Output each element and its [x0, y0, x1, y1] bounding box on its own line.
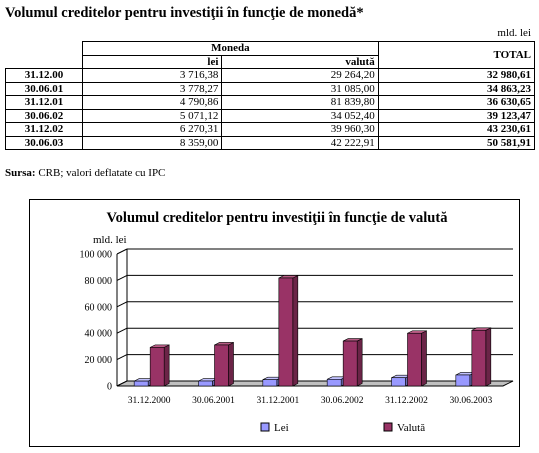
gridline-side	[116, 274, 128, 281]
y-tick-label: 80 000	[85, 276, 113, 287]
y-tick-label: 20 000	[85, 355, 113, 366]
chart-title: Volumul creditelor pentru investiţii în …	[107, 210, 449, 226]
legend-label: Lei	[274, 422, 289, 434]
row-date: 30.06.03	[5, 135, 83, 150]
x-tick-label: 31.12.2000	[128, 396, 171, 406]
bar-side	[163, 344, 170, 387]
bar-side	[485, 327, 492, 387]
bar-valuta	[149, 347, 165, 387]
y-tick-label: 100 000	[80, 250, 113, 261]
bar-side	[421, 330, 427, 387]
legend-swatch	[260, 422, 270, 432]
bar-side	[292, 274, 299, 387]
table-row: 31.12.02 6 270,31 39 960,30 43 230,61	[5, 122, 536, 137]
chart-frame	[29, 199, 520, 447]
bar-valuta	[471, 329, 487, 387]
source-note: Sursa: CRB; valori deflatate cu IPC	[5, 167, 165, 179]
source-text: CRB; valori deflatate cu IPC	[35, 167, 166, 179]
y-axis-label: mld. lei	[93, 234, 127, 246]
gridline-side	[116, 301, 128, 308]
table-row: 30.06.02 5 071,12 34 052,40 39 123,47	[5, 108, 536, 123]
bar-valuta	[407, 332, 422, 387]
bar-valuta	[214, 344, 229, 387]
legend-label: Valută	[397, 422, 425, 434]
x-tick-label: 31.12.2002	[385, 396, 428, 406]
bar-lei	[198, 380, 213, 387]
table-row: 30.06.01 3 778,27 31 085,00 34 863,23	[5, 81, 536, 96]
y-tick-label: 60 000	[85, 302, 113, 313]
x-tick-label: 30.06.2003	[449, 396, 492, 406]
x-tick-label: 31.12.2001	[256, 396, 299, 406]
gridline-side	[116, 248, 128, 255]
bar-lei	[391, 377, 406, 387]
table-title: Volumul creditelor pentru investiţii în …	[5, 5, 364, 21]
gridline-side	[116, 327, 128, 334]
y-tick-label: 40 000	[85, 329, 113, 340]
bar-lei	[326, 379, 342, 387]
bar-lei	[262, 379, 278, 387]
group-header: Moneda	[82, 41, 379, 56]
bar-side	[228, 341, 234, 387]
bar-lei	[133, 380, 149, 387]
table-unit: mld. lei	[497, 27, 531, 39]
bar-valuta	[342, 340, 358, 387]
row-total: 50 581,91	[377, 135, 536, 150]
chart-floor	[116, 380, 514, 387]
credit-table: Moneda TOTAL lei valută 31.12.00 3 716,3…	[5, 41, 536, 150]
bar-side	[356, 338, 363, 387]
source-label: Sursa:	[5, 167, 36, 179]
gridline-side	[116, 354, 128, 361]
y-tick-label: 0	[107, 382, 112, 393]
x-tick-label: 30.06.2002	[321, 396, 364, 406]
x-tick-label: 30.06.2001	[192, 396, 235, 406]
bar-lei	[455, 374, 471, 387]
bar-valuta	[278, 277, 294, 387]
legend-swatch	[383, 422, 393, 432]
row-lei: 8 359,00	[81, 135, 223, 150]
row-valuta: 42 222,91	[221, 135, 379, 150]
table-row: 30.06.03 8 359,00 42 222,91 50 581,91	[5, 135, 536, 150]
total-header: TOTAL	[377, 41, 536, 69]
